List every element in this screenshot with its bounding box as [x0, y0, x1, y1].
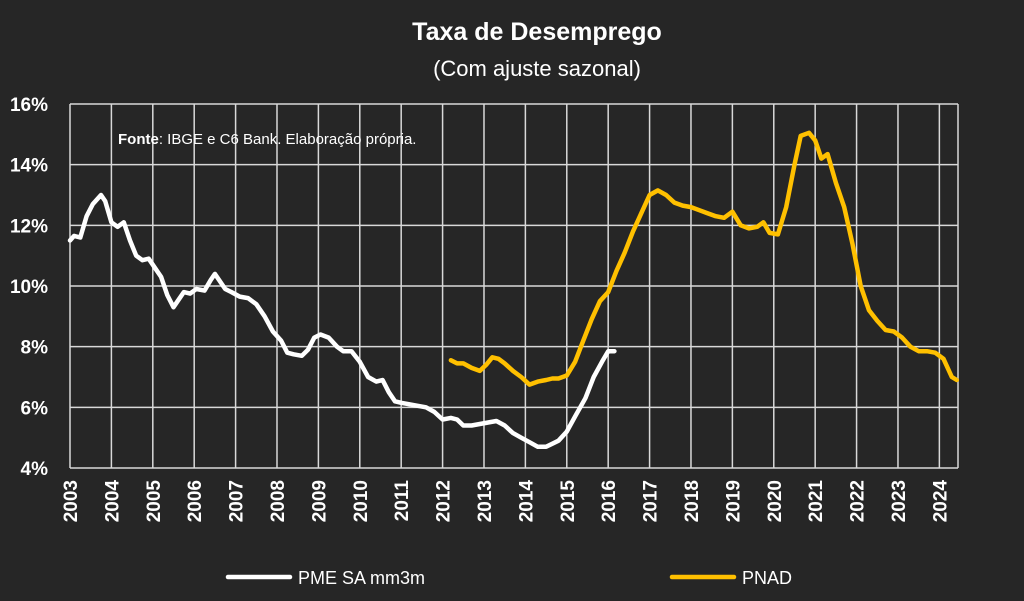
x-tick-label: 2019 — [723, 480, 744, 522]
x-tick-label: 2017 — [641, 480, 662, 522]
x-tick-label: 2024 — [930, 480, 951, 523]
gridlines — [69, 103, 959, 469]
y-tick-label: 14% — [10, 156, 48, 177]
x-tick-label: 2013 — [475, 480, 496, 522]
x-tick-label: 2022 — [848, 480, 869, 522]
x-tick-label: 2008 — [268, 480, 289, 522]
x-tick-label: 2007 — [227, 480, 248, 522]
x-tick-label: 2009 — [309, 480, 330, 522]
chart-subtitle: (Com ajuste sazonal) — [433, 56, 641, 81]
x-tick-label: 2005 — [144, 480, 165, 523]
x-tick-label: 2010 — [351, 480, 372, 522]
y-tick-label: 4% — [21, 459, 49, 480]
x-tick-label: 2020 — [765, 480, 786, 522]
legend-label-1: PME SA mm3m — [298, 568, 425, 588]
x-tick-label: 2015 — [558, 480, 579, 523]
x-tick-label: 2023 — [889, 480, 910, 522]
source-note-label: Fonte — [118, 131, 159, 148]
legend: PME SA mm3m PNAD — [225, 568, 792, 588]
x-tick-label: 2014 — [516, 480, 537, 523]
series-line-1 — [67, 192, 617, 450]
legend-label-2: PNAD — [742, 568, 792, 588]
y-tick-label: 8% — [21, 338, 49, 359]
y-tick-label: 6% — [21, 398, 49, 419]
x-tick-label: 2021 — [806, 480, 827, 523]
chart-title: Taxa de Desemprego — [412, 18, 662, 46]
x-tick-label: 2004 — [102, 480, 123, 523]
source-note: Fonte: IBGE e C6 Bank. Elaboração própri… — [118, 131, 416, 148]
x-tick-label: 2011 — [392, 480, 413, 522]
x-tick-label: 2003 — [61, 480, 82, 522]
y-tick-label: 16% — [10, 95, 48, 116]
y-tick-label: 12% — [10, 216, 48, 237]
axis-labels: 4% 6% 8% 10% 12% 14% 16% 2003 2004 2005 2006 2007 20… — [10, 95, 951, 522]
x-tick-label: 2012 — [434, 480, 455, 522]
x-tick-label: 2018 — [682, 480, 703, 522]
x-tick-label: 2006 — [185, 480, 206, 522]
series-lines — [67, 130, 960, 450]
source-note-text: : IBGE e C6 Bank. Elaboração própria. — [159, 131, 417, 148]
y-tick-label: 10% — [10, 277, 48, 298]
x-tick-label: 2016 — [599, 480, 620, 522]
series-line-2 — [448, 130, 960, 387]
